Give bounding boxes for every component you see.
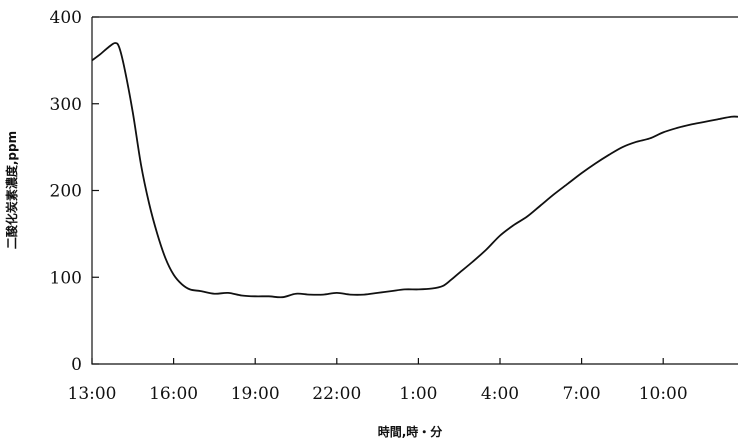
axis-frame [91,17,738,365]
y-tick-label: 200 [50,182,82,202]
co2-concentration-line [91,42,738,299]
y-tick-label: 300 [50,95,82,115]
y-tick-label: 400 [50,8,82,28]
x-tick-label: 19:00 [231,384,280,404]
x-tick-label: 10:00 [639,384,688,404]
x-tick-label: 13:00 [68,384,117,404]
x-axis-ticks: 13:00 16:00 19:00 22:00 1:00 4:00 7:00 10:00 [68,358,688,404]
x-axis-title: 時間,時・分 [378,424,443,439]
x-tick-label: 16:00 [149,384,198,404]
y-axis-ticks: 0 100 200 300 400 [50,8,99,375]
x-tick-label: 1:00 [399,384,437,404]
y-axis-title: 二酸化炭素濃度,ppm [4,131,19,249]
y-tick-label: 0 [71,355,82,375]
x-tick-label: 4:00 [481,384,519,404]
x-tick-label: 7:00 [563,384,601,404]
y-tick-label: 100 [50,268,82,288]
x-tick-label: 22:00 [312,384,361,404]
